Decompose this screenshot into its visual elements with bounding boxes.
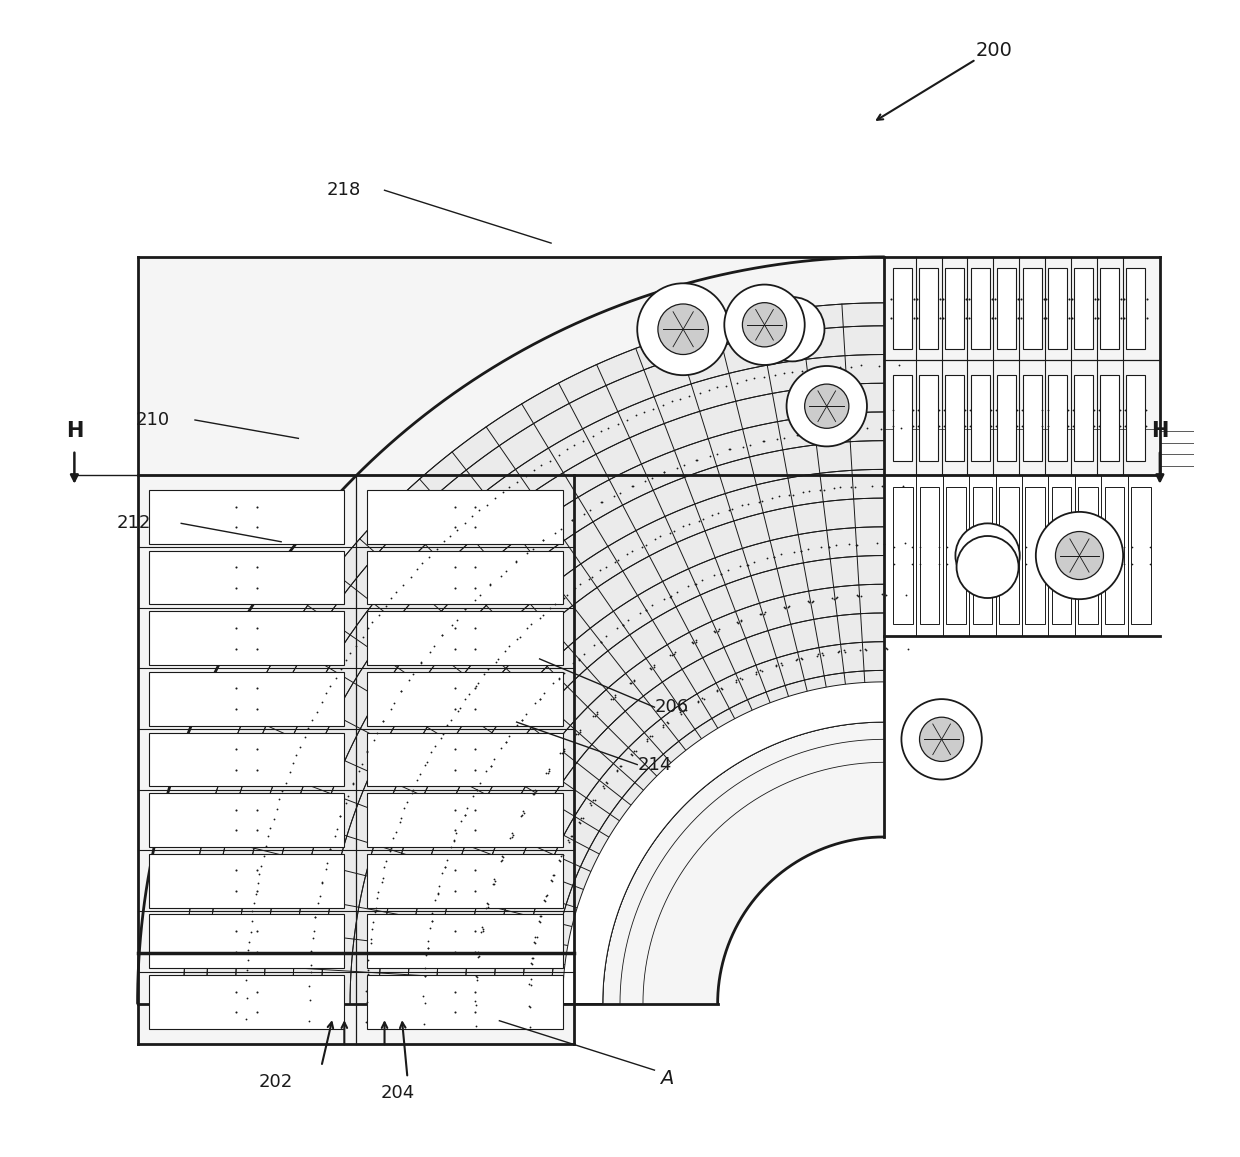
Bar <box>1049 268 1068 348</box>
Bar <box>149 491 345 544</box>
Circle shape <box>1055 531 1104 580</box>
Bar <box>149 611 345 665</box>
Bar <box>1100 375 1118 462</box>
Bar <box>1025 487 1045 625</box>
Bar <box>919 268 939 348</box>
Bar <box>893 268 913 348</box>
Text: H: H <box>66 421 83 442</box>
Circle shape <box>955 523 1019 588</box>
Bar <box>367 794 563 847</box>
Text: 202: 202 <box>258 1073 293 1091</box>
Bar <box>971 375 990 462</box>
Bar <box>1052 487 1071 625</box>
Bar <box>149 732 345 787</box>
Text: 204: 204 <box>381 1084 415 1103</box>
Bar <box>1131 487 1151 625</box>
Text: A: A <box>660 1069 673 1088</box>
Bar <box>149 854 345 907</box>
Bar <box>945 375 963 462</box>
Bar <box>367 854 563 907</box>
Bar <box>1079 487 1097 625</box>
Bar <box>367 551 563 604</box>
Circle shape <box>786 366 867 447</box>
Bar <box>893 487 913 625</box>
Circle shape <box>637 283 729 375</box>
Bar <box>149 672 345 725</box>
Circle shape <box>760 297 825 361</box>
Polygon shape <box>563 681 884 1003</box>
Bar <box>149 794 345 847</box>
Bar <box>367 672 563 725</box>
Bar <box>1105 487 1125 625</box>
Bar <box>1074 268 1094 348</box>
Circle shape <box>658 304 708 354</box>
Bar <box>1126 375 1145 462</box>
Bar <box>1126 268 1145 348</box>
Bar <box>367 914 563 968</box>
Text: 210: 210 <box>135 411 170 429</box>
Bar <box>367 732 563 787</box>
Bar <box>946 487 966 625</box>
Bar <box>149 914 345 968</box>
Bar <box>367 491 563 544</box>
Circle shape <box>956 536 1018 598</box>
Bar <box>920 487 940 625</box>
Bar <box>997 268 1016 348</box>
Polygon shape <box>138 257 1159 476</box>
Polygon shape <box>138 476 574 1044</box>
Bar <box>149 551 345 604</box>
Circle shape <box>920 717 963 761</box>
Bar <box>972 487 992 625</box>
Bar <box>945 268 963 348</box>
Circle shape <box>805 384 849 428</box>
Text: 200: 200 <box>976 40 1013 60</box>
Bar <box>367 611 563 665</box>
Bar <box>893 375 913 462</box>
Bar <box>149 975 345 1029</box>
Bar <box>1074 375 1094 462</box>
Circle shape <box>1035 511 1123 599</box>
Circle shape <box>743 303 786 347</box>
Bar <box>1049 375 1068 462</box>
Text: 206: 206 <box>655 698 688 716</box>
Bar <box>971 268 990 348</box>
Bar <box>1100 268 1118 348</box>
Circle shape <box>901 699 982 780</box>
Bar <box>1023 375 1042 462</box>
Bar <box>1023 268 1042 348</box>
Text: H: H <box>1151 421 1168 442</box>
Bar <box>919 375 939 462</box>
Circle shape <box>724 285 805 364</box>
Text: 212: 212 <box>117 515 151 532</box>
Bar <box>999 487 1018 625</box>
Bar <box>367 975 563 1029</box>
Text: 214: 214 <box>637 756 672 774</box>
Bar <box>997 375 1016 462</box>
Polygon shape <box>184 303 884 1003</box>
Polygon shape <box>138 257 884 1003</box>
Text: 218: 218 <box>327 182 361 199</box>
